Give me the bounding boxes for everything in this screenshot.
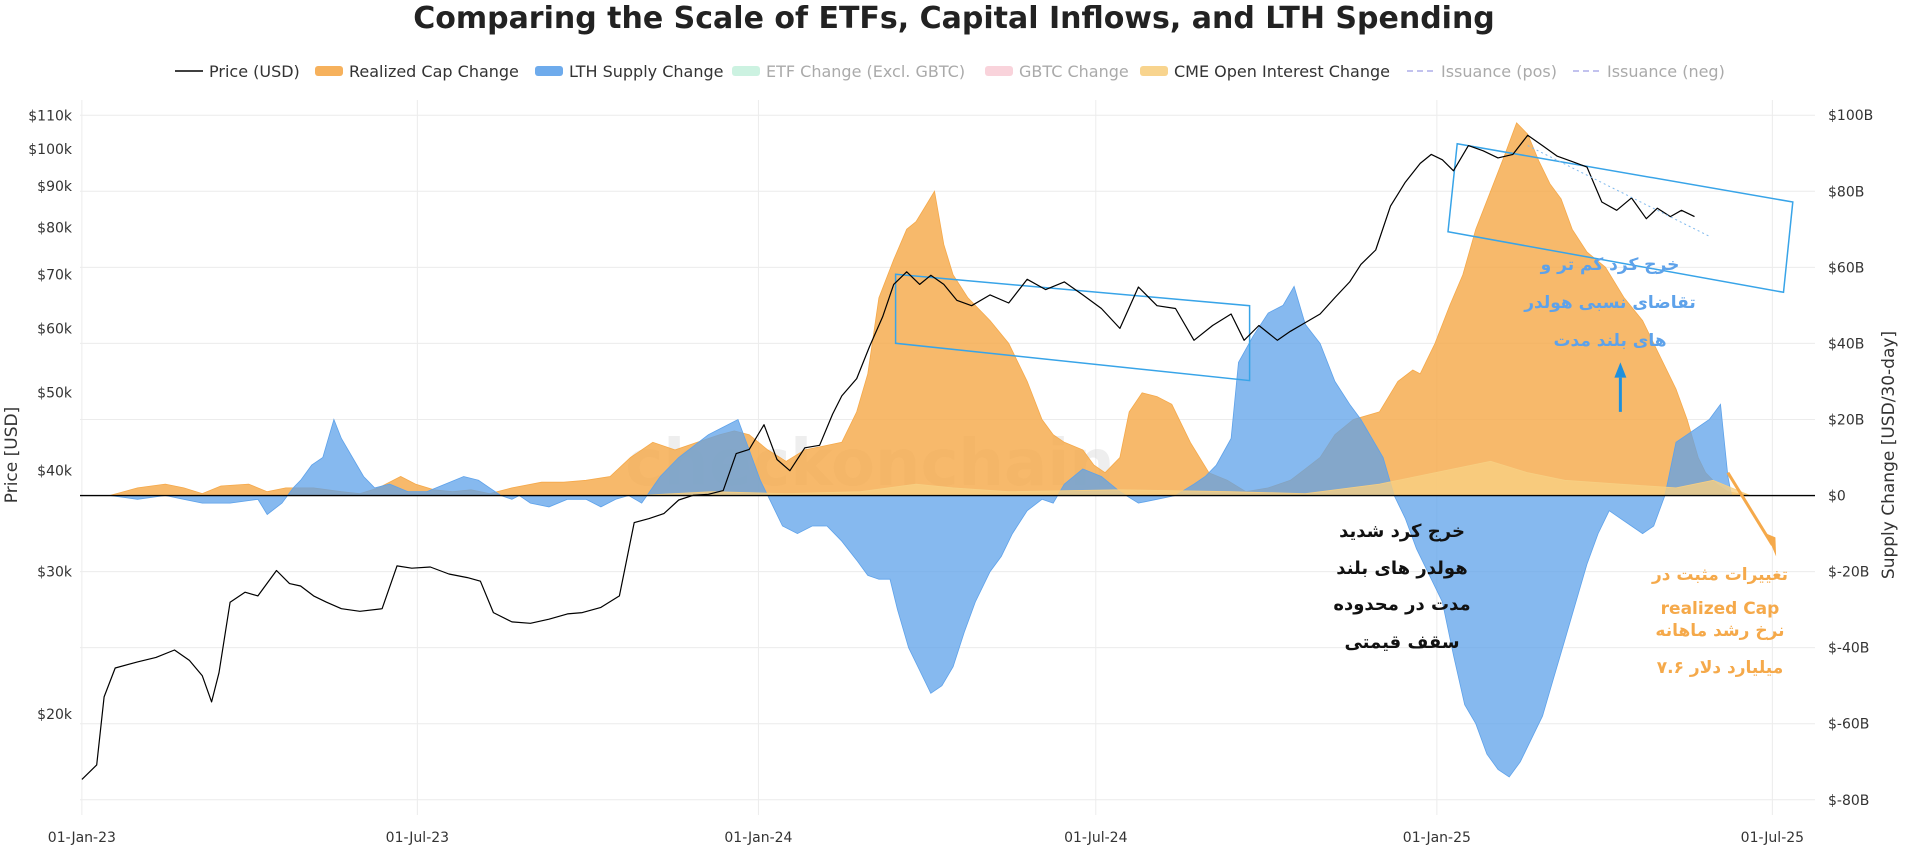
legend-swatch — [732, 66, 760, 76]
right-axis-title: Supply Change [USD/30-day] — [1879, 331, 1899, 579]
x-tick-label: 01-Jan-24 — [724, 830, 792, 846]
y-left-tick-label: $30k — [37, 565, 73, 581]
y-right-tick-label: $-20B — [1828, 565, 1869, 581]
chart-title: Comparing the Scale of ETFs, Capital Inf… — [413, 1, 1495, 36]
annotation-lth-demand-2: تقاضای نسبی هولدر — [1523, 293, 1696, 313]
area-cme-open-interest-change — [81, 460, 1751, 496]
legend-label: CME Open Interest Change — [1174, 62, 1390, 81]
legend-swatch — [985, 66, 1013, 76]
legend-label: Issuance (pos) — [1441, 62, 1557, 81]
legend-swatch — [1140, 66, 1168, 76]
legend-label: GBTC Change — [1019, 62, 1129, 81]
y-left-tick-label: $40k — [37, 464, 73, 480]
legend-label: Price (USD) — [209, 62, 300, 81]
y-right-tick-label: $-40B — [1828, 641, 1869, 657]
y-left-tick-label: $90k — [37, 179, 73, 195]
legend-item-5[interactable]: CME Open Interest Change — [1140, 62, 1390, 81]
arrow-down-head-icon — [1766, 533, 1777, 557]
arrow-up-head-icon — [1614, 362, 1627, 378]
annotation-lth-spending-4: سقف قیمتی — [1344, 632, 1459, 653]
legend-label: LTH Supply Change — [569, 62, 723, 81]
left-axis-title: Price [USD] — [2, 407, 22, 503]
right-axis: $-80B $-60B $-40B $-20B $0 $20B $40B $60B $80B $1… — [1828, 108, 1873, 809]
y-right-tick-label: $40B — [1828, 336, 1864, 352]
annotation-realized-cap-1: تغییرات مثبت در — [1651, 565, 1788, 585]
annotation-lth-demand-3: های بلند مدت — [1553, 331, 1666, 351]
supply-change-areas — [81, 122, 1751, 778]
highlight-box-2 — [1447, 142, 1794, 294]
y-right-tick-label: $20B — [1828, 412, 1864, 428]
highlight-boxes — [894, 142, 1794, 382]
annotation-lth-spending-3: مدت در محدوده — [1333, 594, 1470, 615]
legend-label: Realized Cap Change — [349, 62, 519, 81]
price-line-group — [81, 134, 1695, 780]
y-right-tick-label: $80B — [1828, 184, 1864, 200]
legend-item-0[interactable]: Price (USD) — [175, 62, 300, 81]
y-left-tick-label: $50k — [37, 385, 73, 401]
legend-item-3[interactable]: ETF Change (Excl. GBTC) — [732, 62, 965, 81]
x-tick-label: 01-Jul-24 — [1064, 830, 1127, 846]
x-tick-label: 01-Jul-25 — [1741, 830, 1804, 846]
x-tick-label: 01-Jan-23 — [48, 830, 116, 846]
y-left-tick-label: $80k — [37, 220, 73, 236]
annotation-realized-cap-4: ۷.۶ میلیارد دلار — [1657, 658, 1783, 678]
y-left-tick-label: $20k — [37, 707, 73, 723]
price-line — [81, 134, 1695, 780]
trend-line — [1527, 145, 1710, 237]
highlight-box-1 — [894, 273, 1251, 382]
trend-annotations — [1527, 145, 1777, 557]
y-left-tick-label: $110k — [28, 109, 73, 125]
legend-swatch — [315, 66, 343, 76]
area-lth-supply-change — [81, 285, 1733, 778]
y-right-tick-label: $100B — [1828, 108, 1873, 124]
y-right-tick-label: $60B — [1828, 260, 1864, 276]
y-right-tick-label: $-60B — [1828, 717, 1869, 733]
annotation-lth-spending-2: هولدر های بلند — [1336, 558, 1467, 579]
legend-item-4[interactable]: GBTC Change — [985, 62, 1129, 81]
legend-swatch — [535, 66, 563, 76]
legend-item-2[interactable]: LTH Supply Change — [535, 62, 723, 81]
annotation-realized-cap-3: نرخ رشد ماهانه — [1655, 621, 1784, 641]
x-tick-label: 01-Jan-25 — [1403, 830, 1471, 846]
legend-label: ETF Change (Excl. GBTC) — [766, 62, 965, 81]
y-left-tick-label: $60k — [37, 321, 73, 337]
legend-item-1[interactable]: Realized Cap Change — [315, 62, 519, 81]
legend-label: Issuance (neg) — [1607, 62, 1725, 81]
legend: Price (USD) Realized Cap Change LTH Supply… — [175, 62, 1725, 81]
legend-item-6[interactable]: Issuance (pos) — [1407, 62, 1557, 81]
legend-item-7[interactable]: Issuance (neg) — [1573, 62, 1725, 81]
x-tick-label: 01-Jul-23 — [386, 830, 449, 846]
left-axis: $20k $30k $40k $50k $60k $70k $80k $90k $100k $11… — [28, 109, 73, 723]
y-right-tick-label: $0 — [1828, 489, 1846, 505]
annotation-lth-spending-1: خرج کرد شدید — [1339, 521, 1465, 542]
annotation-lth-demand-1: خرج کرد کم تر و — [1540, 255, 1680, 275]
arrow-down-icon — [1726, 471, 1774, 546]
y-right-tick-label: $-80B — [1828, 793, 1869, 809]
y-left-tick-label: $70k — [37, 267, 73, 283]
annotation-realized-cap-2: realized Cap — [1661, 599, 1780, 619]
y-left-tick-label: $100k — [28, 142, 73, 158]
x-axis: 01-Jan-23 01-Jul-23 01-Jan-24 01-Jul-24 01-J… — [48, 830, 1804, 846]
